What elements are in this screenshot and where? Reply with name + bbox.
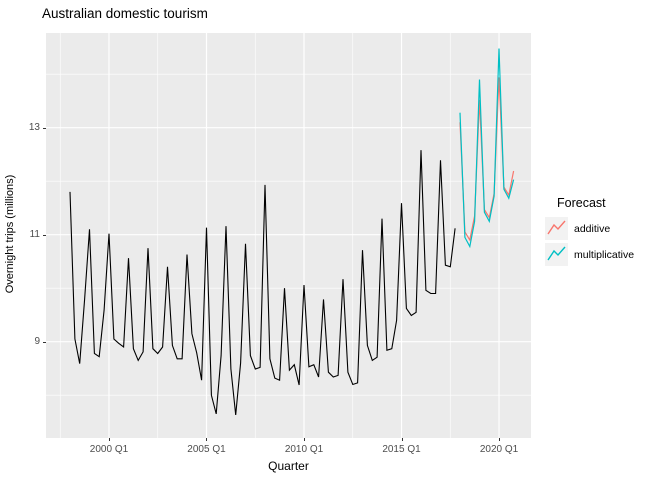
x-tick-label: 2005 Q1: [187, 444, 226, 455]
series-line: [459, 48, 515, 249]
series-line: [69, 150, 456, 416]
plot-panel: [46, 33, 531, 438]
series-line: [459, 77, 515, 242]
x-tick-mark: [401, 438, 403, 441]
x-tick-label: 2010 Q1: [284, 444, 324, 455]
plot-lines-svg: [46, 33, 531, 438]
x-tick-mark: [499, 438, 501, 441]
chart-title: Australian domestic tourism: [42, 6, 208, 21]
y-tick-label: 9: [34, 335, 40, 347]
y-tick-mark: [43, 234, 46, 236]
legend-item-multiplicative: multiplicative: [545, 243, 671, 266]
legend-item-additive: additive: [545, 217, 671, 240]
x-axis-title: Quarter: [268, 459, 309, 473]
forecast-legend: Forecast additive multiplicative: [545, 196, 671, 269]
x-tick-label: 2015 Q1: [382, 444, 421, 455]
legend-label-additive: additive: [574, 222, 611, 235]
x-tick-label: 2000 Q1: [89, 444, 129, 455]
additive-line-key-icon: [545, 217, 568, 240]
x-tick-mark: [206, 438, 208, 441]
legend-label-multiplicative: multiplicative: [574, 248, 635, 261]
x-tick-mark: [108, 438, 110, 441]
x-tick-label: 2020 Q1: [479, 444, 519, 455]
legend-title: Forecast: [557, 196, 606, 210]
y-tick-label: 11: [29, 228, 40, 240]
y-tick-mark: [43, 341, 46, 343]
y-tick-label: 13: [28, 121, 40, 133]
y-tick-mark: [43, 127, 46, 129]
x-tick-mark: [304, 438, 305, 441]
multiplicative-line-key-icon: [545, 243, 568, 266]
